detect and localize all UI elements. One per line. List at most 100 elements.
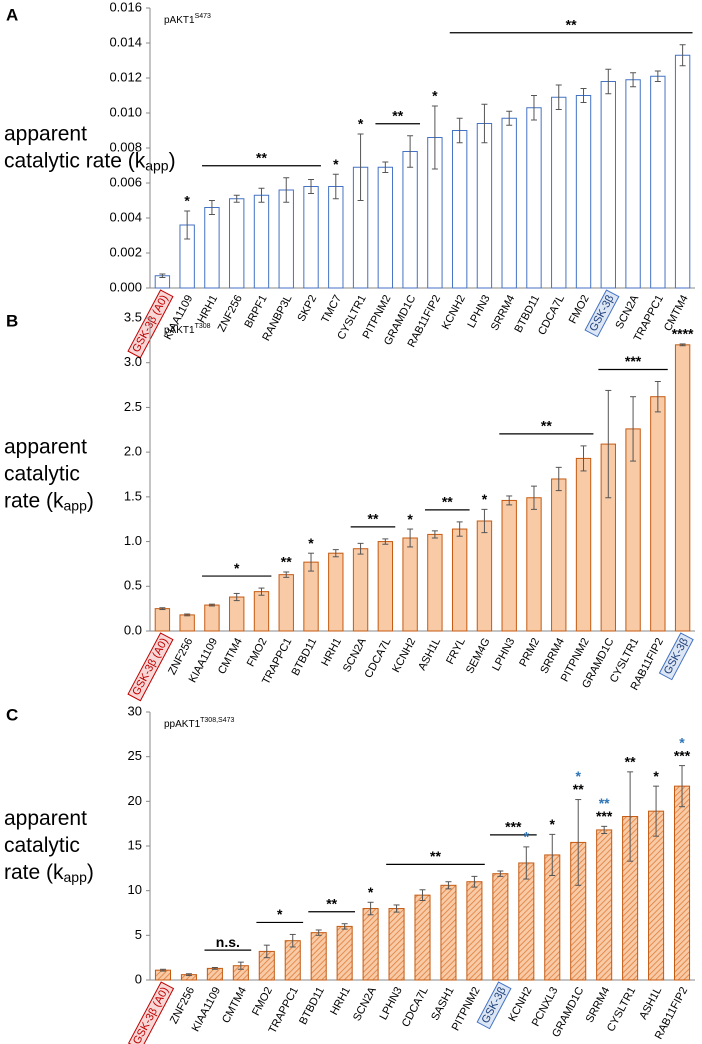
error-bar	[605, 389, 612, 499]
significance-label: *	[333, 156, 339, 172]
x-tick-label-group: FMO2	[567, 293, 592, 326]
error-bar	[382, 161, 389, 173]
error-bar	[481, 508, 488, 534]
error-bar	[184, 613, 191, 617]
bar	[466, 881, 483, 981]
significance-label: *	[575, 768, 581, 784]
x-tick-label: GSK-3β (A0)	[131, 985, 171, 1044]
error-bar	[445, 881, 452, 890]
bar	[206, 967, 223, 981]
x-tick-label: FRYL	[444, 636, 468, 666]
significance-label: **	[281, 554, 292, 570]
error-bar	[431, 530, 438, 539]
chart-title: ppAKT1T308,S473	[164, 717, 234, 730]
panel-letter: A	[6, 5, 18, 24]
y-axis-label-part: apparent	[4, 122, 87, 145]
x-tick-label: LPHN3	[378, 985, 405, 1022]
x-tick-label-group: SCN2A	[351, 985, 379, 1024]
significance-label: **	[392, 107, 403, 123]
chart-title-main: ppAKT1	[164, 719, 201, 730]
y-tick-label: 0	[135, 971, 142, 986]
bar	[253, 591, 270, 632]
significance-label: ****	[672, 326, 694, 342]
y-tick-label: 0.008	[109, 139, 142, 154]
y-tick-label: 20	[128, 793, 142, 808]
x-tick-label-group: BRPF1	[242, 293, 269, 330]
error-bar	[497, 870, 504, 877]
bar	[596, 829, 613, 981]
bar	[328, 186, 344, 289]
significance-label: *	[550, 816, 556, 832]
error-bar	[208, 200, 215, 215]
significance-label: *	[184, 193, 190, 209]
x-tick-label: LPHN3	[490, 636, 517, 673]
x-tick-label: FMO2	[567, 293, 592, 326]
y-tick-label: 3.0	[124, 354, 142, 369]
y-axis-label: catalytic	[4, 462, 80, 485]
error-bar	[159, 607, 166, 611]
significance-label: **	[625, 754, 636, 770]
bar	[674, 54, 691, 289]
significance-label: ***	[625, 353, 642, 369]
x-tick-label: FMO2	[250, 985, 275, 1018]
bar	[352, 548, 369, 632]
significance-label: *	[308, 535, 314, 551]
y-axis-label: catalytic	[4, 834, 80, 857]
y-axis-label-part: rate (k	[4, 861, 64, 884]
error-bar	[654, 380, 661, 413]
bar	[402, 537, 418, 632]
error-bar	[208, 603, 215, 607]
x-tick-label: SRRM4	[584, 985, 613, 1025]
error-bar	[332, 549, 339, 558]
x-tick-label-group: LPHN3	[378, 985, 405, 1022]
x-tick-label-group: GSK-3β	[658, 632, 694, 681]
category-box	[584, 289, 620, 338]
x-tick-label: PRM2	[517, 636, 542, 669]
x-tick-label: KCNH2	[506, 985, 534, 1024]
bar	[253, 194, 270, 289]
x-tick-label: HRH1	[195, 293, 220, 325]
y-axis-label: rate (kapp)	[4, 861, 94, 885]
bar	[575, 457, 592, 632]
error-bar	[630, 396, 637, 462]
x-tick-label: GSK-3β (A0)	[130, 636, 170, 697]
error-bar	[393, 904, 400, 913]
x-tick-label: ASH1L	[637, 985, 664, 1021]
chart-title-main: pAKT1	[164, 325, 195, 336]
bar	[674, 344, 691, 632]
y-tick-label: 0.0	[124, 622, 142, 637]
error-bar	[283, 571, 290, 578]
error-bar	[289, 933, 296, 948]
error-bar	[237, 961, 244, 970]
bar	[402, 151, 418, 289]
bar	[501, 117, 517, 289]
bar	[310, 932, 327, 981]
bar	[328, 552, 344, 632]
x-tick-label-group: KCNH2	[390, 636, 418, 675]
y-tick-label: 10	[128, 882, 142, 897]
error-bar	[419, 889, 426, 901]
y-tick-label: 30	[128, 703, 142, 718]
y-axis-label-end: )	[87, 861, 94, 884]
bar	[476, 123, 493, 289]
y-tick-label: 0.006	[109, 174, 142, 189]
x-tick-label-group: CDCA7L	[400, 985, 431, 1029]
bar	[278, 574, 294, 632]
bar	[526, 497, 542, 632]
error-bar	[407, 135, 414, 168]
y-tick-label: 0.000	[109, 279, 142, 294]
bar	[551, 96, 567, 289]
error-bar	[653, 785, 660, 837]
error-bar	[431, 105, 438, 170]
error-bar	[184, 210, 191, 240]
bar	[154, 969, 172, 981]
significance-label: **	[442, 494, 453, 510]
bar	[551, 478, 567, 632]
chart-title-sup: T308	[195, 323, 211, 330]
x-tick-label-group: TMC7	[319, 293, 344, 325]
bar	[278, 189, 294, 289]
significance-label: n.s.	[216, 934, 240, 950]
y-tick-label: 1.0	[124, 533, 142, 548]
error-bar	[185, 973, 192, 977]
